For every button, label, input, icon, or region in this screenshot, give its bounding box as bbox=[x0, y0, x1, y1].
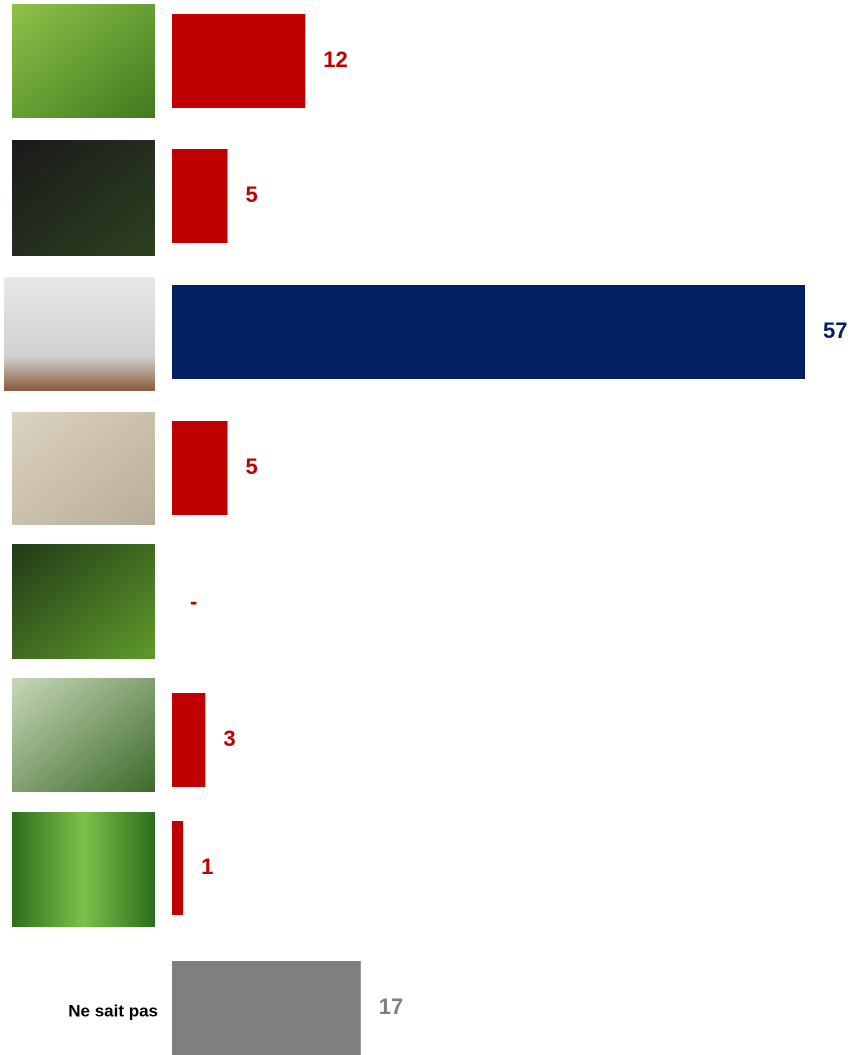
insect-photo bbox=[12, 140, 155, 256]
value-label: 17 bbox=[379, 994, 403, 1019]
insect-photo bbox=[12, 678, 155, 792]
bar bbox=[172, 14, 306, 108]
insect-photo bbox=[4, 277, 155, 391]
category-label: Ne sait pas bbox=[68, 1001, 158, 1020]
bar bbox=[172, 285, 805, 379]
value-label: 57 bbox=[823, 318, 847, 343]
bar bbox=[172, 149, 228, 243]
value-label: 1 bbox=[201, 854, 213, 879]
bar bbox=[172, 961, 361, 1055]
bar bbox=[172, 421, 228, 515]
insect-photo bbox=[12, 412, 155, 525]
value-label: - bbox=[190, 589, 197, 614]
value-label: 5 bbox=[246, 454, 258, 479]
insect-photo bbox=[12, 4, 155, 118]
insect-photo bbox=[12, 812, 155, 927]
value-label: 5 bbox=[246, 182, 258, 207]
bar bbox=[172, 821, 184, 915]
value-label: 3 bbox=[223, 726, 235, 751]
insect-photo bbox=[12, 544, 155, 659]
bar bbox=[172, 693, 206, 787]
value-label: 12 bbox=[323, 47, 347, 72]
